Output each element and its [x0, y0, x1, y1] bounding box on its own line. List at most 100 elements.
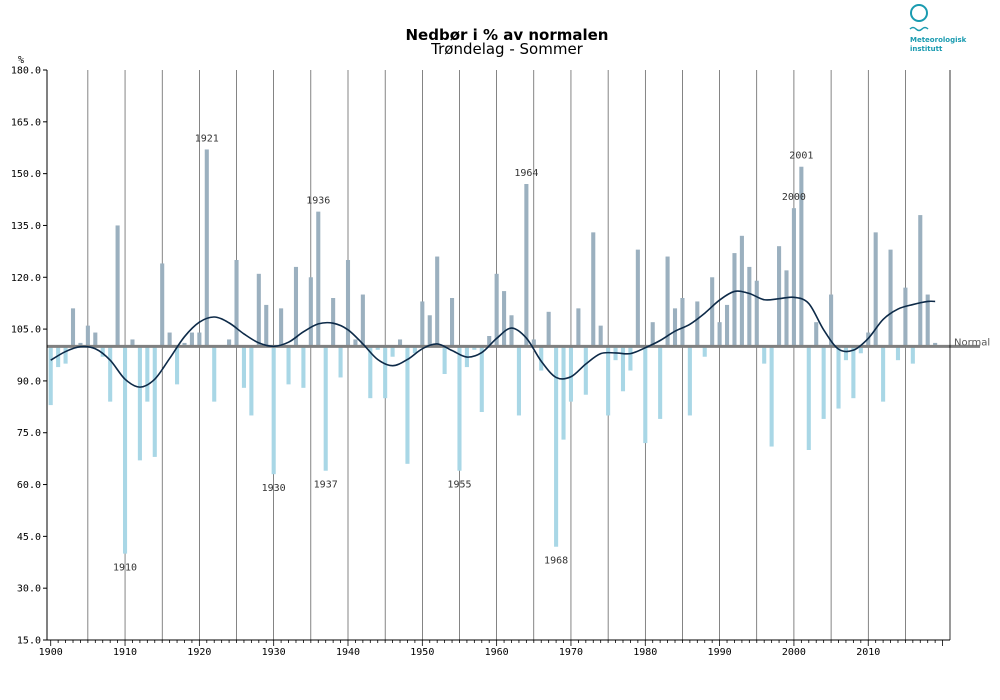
annotations: 1910 1921 1930 1936 1937 1955 1964 1968 2000 2001: [113, 133, 813, 573]
grid: [87, 70, 906, 640]
bar-1989: [710, 277, 715, 347]
bars: [48, 149, 938, 554]
bar-1918: [182, 342, 187, 347]
bar-1998: [777, 246, 782, 347]
bar-1973: [591, 232, 596, 347]
smooth-curve: [50, 290, 936, 388]
bar-1931: [279, 308, 284, 347]
bar-1910: [122, 346, 128, 554]
x-ticks: 1900 1910 1920 1930 1940 1950 1960 1970 1980 1990…: [39, 640, 943, 658]
bar-2013: [888, 249, 893, 347]
bar-1952: [435, 256, 440, 347]
bar-2007: [843, 346, 848, 361]
bar-1903: [70, 308, 76, 347]
bar-1929: [264, 304, 269, 347]
bar-1942: [360, 294, 365, 347]
annotation-1955: 1955: [447, 480, 471, 491]
y-tick-label: 105.0: [11, 325, 41, 336]
bar-2004: [821, 346, 826, 419]
annotation-1921: 1921: [195, 133, 219, 144]
logo-line2: institutt: [910, 45, 943, 53]
bar-1954: [450, 298, 455, 347]
bar-1968: [554, 346, 559, 547]
bar-1912: [137, 346, 142, 461]
bar-1975: [606, 346, 611, 416]
y-tick-label: 150.0: [11, 169, 41, 180]
x-tick-label: 2010: [856, 647, 880, 658]
bar-1922: [212, 346, 217, 402]
bar-1927: [249, 346, 254, 416]
bar-2011: [873, 232, 878, 347]
bar-2018: [925, 294, 930, 347]
y-tick-label: 60.0: [17, 480, 41, 491]
x-tick-label: 1960: [485, 647, 509, 658]
bar-2001: [799, 166, 804, 347]
x-tick-label: 1990: [708, 647, 732, 658]
bar-1966: [539, 346, 544, 371]
bar-1924: [227, 339, 232, 347]
bar-1970: [568, 346, 574, 402]
bar-1969: [561, 346, 566, 440]
annotation-2000: 2000: [782, 192, 806, 203]
y-tick-label: 15.0: [17, 636, 41, 647]
bar-1994: [747, 266, 752, 347]
bar-1901: [56, 346, 61, 368]
bar-1963: [516, 346, 521, 416]
met-logo: Meteorologisk institutt: [909, 4, 967, 53]
bar-1959: [487, 336, 492, 347]
bar-1920: [197, 332, 202, 347]
bar-2005: [829, 294, 834, 347]
y-tick-label: 75.0: [17, 428, 41, 439]
bar-1941: [353, 339, 358, 347]
bar-1992: [732, 253, 737, 347]
bar-1914: [152, 346, 157, 457]
bar-1960: [494, 273, 499, 347]
bar-2006: [836, 346, 841, 409]
bar-1977: [620, 346, 626, 392]
annotation-1968: 1968: [544, 556, 568, 567]
logo-circle-icon: [910, 4, 928, 22]
bar-1907: [100, 346, 105, 357]
bar-1926: [241, 346, 246, 388]
y-ticks: 15.0 30.0 45.0 60.0 75.0 90.0 105.0 120.0 135.0 1…: [11, 66, 47, 647]
annotation-1964: 1964: [514, 168, 538, 179]
bar-1911: [130, 339, 135, 347]
bar-2015: [903, 287, 908, 347]
bar-1948: [405, 346, 410, 464]
bar-1950: [420, 301, 425, 347]
bar-1961: [502, 291, 507, 347]
normal-label: Normal: [954, 337, 990, 348]
bar-1967: [546, 311, 551, 347]
bar-1916: [167, 332, 172, 347]
bar-1928: [256, 273, 261, 347]
bar-1930: [271, 346, 276, 475]
bar-1947: [397, 339, 403, 347]
bar-2012: [881, 346, 886, 402]
bar-1958: [479, 346, 484, 412]
bar-2016: [910, 346, 915, 364]
y-tick-label: 180.0: [11, 66, 41, 77]
bar-1971: [576, 308, 581, 347]
bar-1996: [762, 346, 767, 364]
bar-1945: [383, 346, 388, 399]
x-tick-label: 2000: [782, 647, 806, 658]
bar-1937: [323, 346, 328, 471]
bar-1933: [293, 266, 299, 347]
bar-1917: [175, 346, 180, 385]
bar-1934: [301, 346, 306, 388]
bar-2002: [806, 346, 811, 450]
bar-1938: [331, 298, 336, 347]
bar-1944: [375, 346, 380, 350]
annotation-1936: 1936: [306, 196, 330, 207]
bar-1946: [390, 346, 395, 357]
bar-1978: [628, 346, 633, 371]
bar-1955: [457, 346, 462, 471]
bar-1974: [598, 325, 603, 347]
bar-1915: [160, 263, 165, 347]
bar-1999: [784, 270, 789, 347]
logo-line1: Meteorologisk: [910, 36, 967, 44]
bar-1949: [412, 346, 417, 354]
bar-1982: [658, 346, 663, 419]
bar-1940: [345, 260, 351, 347]
